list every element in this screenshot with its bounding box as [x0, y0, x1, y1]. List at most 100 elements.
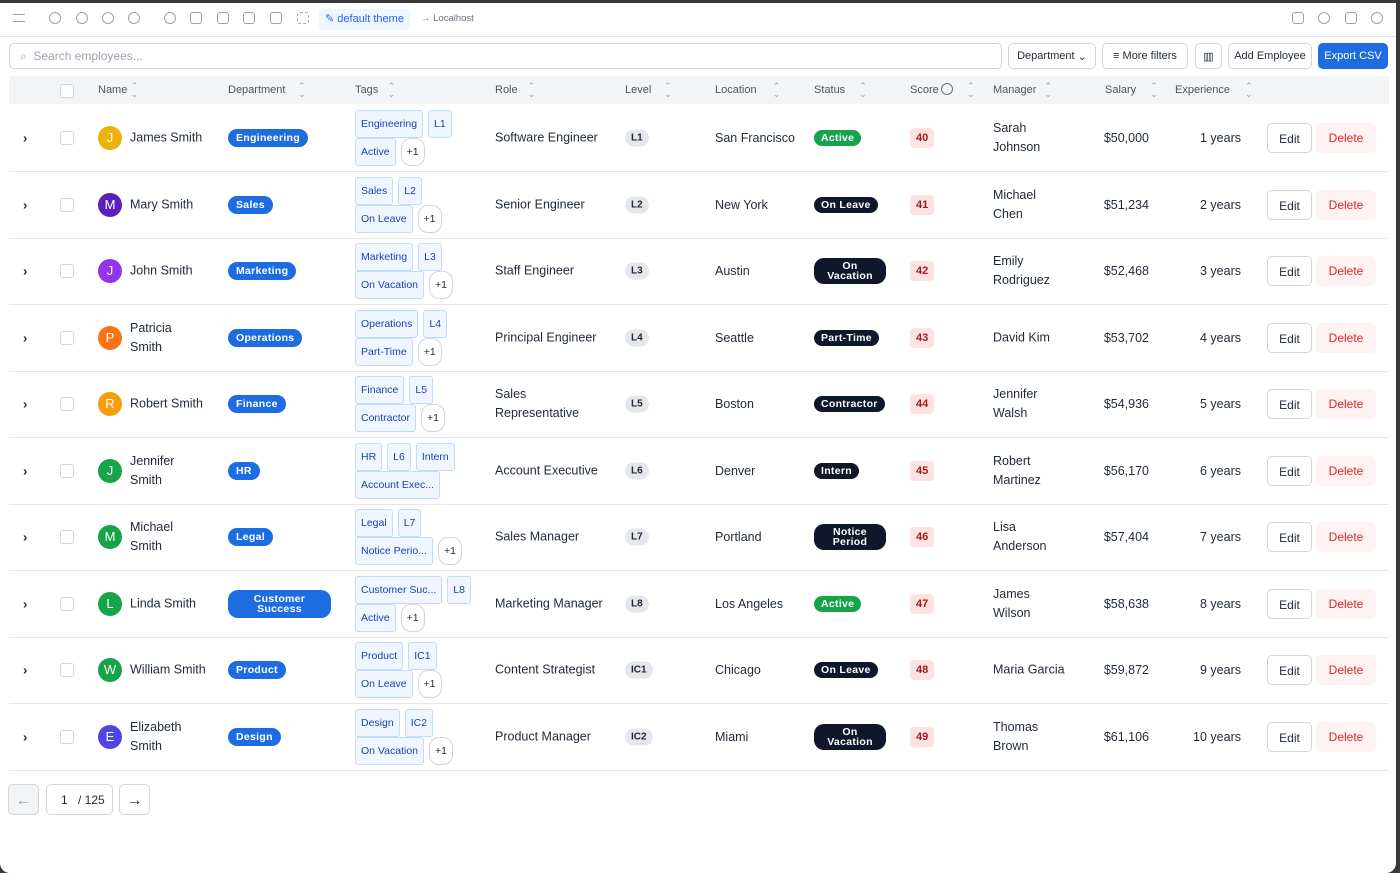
- department-filter[interactable]: Department ⌄: [1008, 43, 1096, 69]
- menu-icon[interactable]: [13, 14, 25, 22]
- tags: Finance L5 Contractor +1: [355, 376, 446, 432]
- edit-button[interactable]: Edit: [1267, 455, 1312, 486]
- add-employee-button[interactable]: Add Employee: [1228, 43, 1312, 69]
- location: Los Angeles: [715, 596, 784, 611]
- row-checkbox[interactable]: [60, 264, 74, 278]
- row-checkbox[interactable]: [60, 530, 74, 544]
- edit-button[interactable]: Edit: [1267, 256, 1312, 286]
- column-header[interactable]: Tags: [355, 84, 379, 96]
- column-header[interactable]: Department: [228, 84, 286, 96]
- next-page-button[interactable]: →: [119, 784, 150, 815]
- more-tags[interactable]: +1: [421, 404, 446, 432]
- theme-button[interactable]: ✎ default theme: [319, 9, 410, 30]
- open-icon[interactable]: [1345, 12, 1357, 24]
- columns-button[interactable]: ▥: [1195, 43, 1222, 69]
- tool-icon[interactable]: [164, 12, 176, 24]
- tool-icon[interactable]: [243, 12, 255, 24]
- panel-icon[interactable]: [1292, 12, 1304, 24]
- row-checkbox[interactable]: [60, 197, 74, 212]
- expand-chevron[interactable]: ›: [23, 197, 28, 212]
- select-all-checkbox[interactable]: [60, 84, 74, 98]
- column-header[interactable]: Name: [98, 84, 128, 96]
- row-checkbox[interactable]: [60, 463, 74, 478]
- experience: 2 years: [1200, 197, 1241, 212]
- level-badge: L8: [625, 595, 649, 612]
- delete-button[interactable]: Delete: [1316, 588, 1376, 619]
- delete-button[interactable]: Delete: [1316, 256, 1376, 286]
- column-header[interactable]: Role: [495, 84, 518, 96]
- table-row: › J James Smith Engineering Engineering L1 Act…: [9, 105, 1389, 172]
- delete-button[interactable]: Delete: [1316, 123, 1376, 153]
- delete-button[interactable]: Delete: [1316, 655, 1376, 685]
- column-header[interactable]: Experience: [1175, 84, 1231, 96]
- tool-icon[interactable]: [270, 12, 282, 24]
- edit-button[interactable]: Edit: [1267, 123, 1312, 153]
- more-tags[interactable]: +1: [429, 736, 453, 765]
- column-header[interactable]: Level: [625, 84, 652, 96]
- tag-line: HR L6 Intern: [355, 442, 460, 471]
- zoom-reset-icon[interactable]: [128, 12, 140, 24]
- tag-line: Active +1: [355, 603, 476, 632]
- column-header[interactable]: Manager: [993, 84, 1037, 96]
- expand-chevron[interactable]: ›: [23, 263, 28, 279]
- edit-button[interactable]: Edit: [1267, 322, 1312, 353]
- more-tags[interactable]: +1: [400, 603, 425, 632]
- row-checkbox[interactable]: [60, 596, 74, 611]
- expand-chevron[interactable]: ›: [23, 463, 28, 478]
- delete-button[interactable]: Delete: [1316, 322, 1376, 353]
- row-checkbox[interactable]: [60, 397, 74, 411]
- delete-button[interactable]: Delete: [1316, 455, 1376, 486]
- edit-button[interactable]: Edit: [1267, 522, 1312, 552]
- level-badge: L7: [625, 528, 649, 546]
- column-header[interactable]: Salary: [1105, 84, 1137, 96]
- experience: 4 years: [1200, 330, 1241, 345]
- expand-chevron[interactable]: ›: [23, 662, 28, 678]
- tool-icon[interactable]: [190, 12, 202, 24]
- row-checkbox[interactable]: [60, 330, 74, 345]
- expand-chevron[interactable]: ›: [23, 130, 28, 146]
- delete-button[interactable]: Delete: [1316, 522, 1376, 552]
- edit-button[interactable]: Edit: [1267, 655, 1312, 685]
- reload-icon[interactable]: [49, 12, 61, 24]
- more-tags[interactable]: +1: [437, 537, 462, 565]
- more-tags[interactable]: +1: [417, 204, 442, 233]
- column-header[interactable]: Location: [715, 84, 757, 96]
- expand-chevron[interactable]: ›: [23, 330, 28, 345]
- tag: HR: [355, 442, 383, 471]
- expand-chevron[interactable]: ›: [23, 729, 28, 744]
- more-filters-button[interactable]: ≡ More filters: [1102, 43, 1188, 69]
- delete-button[interactable]: Delete: [1316, 189, 1376, 220]
- row-checkbox[interactable]: [60, 663, 74, 677]
- tool-icon[interactable]: [297, 12, 309, 24]
- expand-chevron[interactable]: ›: [23, 396, 28, 412]
- search-input[interactable]: ⌕ Search employees...: [9, 43, 1002, 69]
- delete-button[interactable]: Delete: [1316, 389, 1376, 419]
- more-tags[interactable]: +1: [417, 670, 442, 698]
- close-icon[interactable]: [1318, 12, 1330, 24]
- expand-chevron[interactable]: ›: [23, 596, 28, 611]
- column-header[interactable]: Status: [814, 84, 846, 96]
- sort-icon: ⌃ ⌄: [527, 81, 536, 99]
- delete-button[interactable]: Delete: [1316, 721, 1376, 752]
- row-checkbox[interactable]: [60, 131, 74, 145]
- edit-button[interactable]: Edit: [1267, 389, 1312, 419]
- zoom-in-icon[interactable]: [76, 12, 88, 24]
- tags: Operations L4 Part-Time +1: [355, 309, 452, 366]
- edit-button[interactable]: Edit: [1267, 189, 1312, 220]
- tool-icon[interactable]: [217, 12, 229, 24]
- page-number[interactable]: 1: [61, 793, 68, 807]
- edit-button[interactable]: Edit: [1267, 721, 1312, 752]
- row-checkbox[interactable]: [60, 729, 74, 744]
- level-badge: IC1: [625, 661, 653, 679]
- expand-chevron[interactable]: ›: [23, 529, 28, 545]
- export-csv-button[interactable]: Export CSV: [1318, 43, 1388, 69]
- prev-page-button[interactable]: ←: [8, 784, 39, 815]
- more-tags[interactable]: +1: [429, 271, 453, 299]
- more-tags[interactable]: +1: [400, 138, 425, 166]
- department-badge: Marketing: [228, 262, 297, 280]
- column-header[interactable]: Score: [910, 84, 939, 96]
- link-icon[interactable]: [1371, 12, 1383, 24]
- more-tags[interactable]: +1: [417, 337, 442, 366]
- edit-button[interactable]: Edit: [1267, 588, 1312, 619]
- zoom-out-icon[interactable]: [102, 12, 114, 24]
